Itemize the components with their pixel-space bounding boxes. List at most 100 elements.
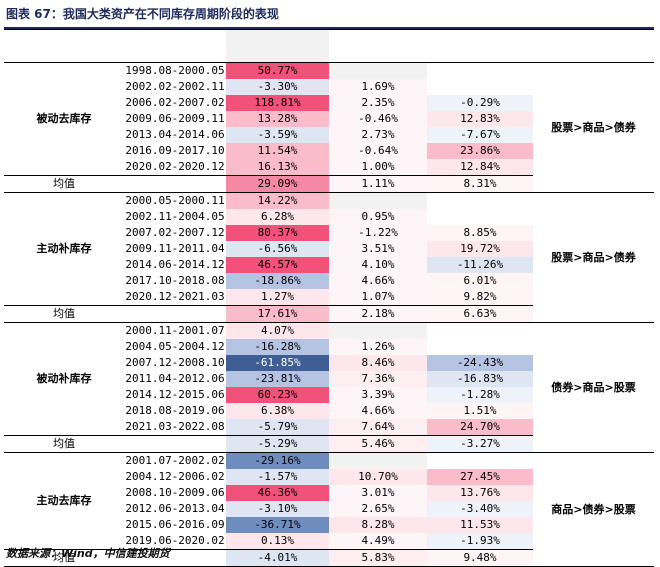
- period-cell: 2020.02-2020.12: [125, 160, 225, 173]
- period-cell: 2011.04-2012.06: [125, 372, 225, 385]
- stock-return-cell: 0.13%: [226, 533, 329, 550]
- table-row: 2012.06-2013.04 -3.10% 2.65% -3.40%: [4, 501, 654, 517]
- table-row: 2004.12-2006.02 -1.57% 10.70% 27.45%: [4, 469, 654, 485]
- asset-ranking-label: 股票>商品>债券: [533, 62, 654, 193]
- stock-average-cell: 17.61%: [226, 305, 329, 323]
- period-cell: 2016.09-2017.10: [125, 144, 225, 157]
- period-cell: 2007.12-2008.10: [125, 356, 225, 369]
- table-row: 2016.09-2017.10 11.54% -0.64% 23.86%: [4, 143, 654, 159]
- header-commodity: [427, 29, 533, 46]
- stock-return-cell: 4.07%: [226, 322, 329, 339]
- table-row: 2011.04-2012.06 -23.81% 7.36% -16.83%: [4, 371, 654, 387]
- average-label: 均值: [4, 175, 124, 193]
- asset-ranking-label: 债券>商品>股票: [533, 322, 654, 453]
- stock-return-cell: 11.54%: [226, 143, 329, 159]
- stock-return-cell: 1.27%: [226, 289, 329, 306]
- period-cell: 2004.05-2004.12: [125, 340, 225, 353]
- header-year: [124, 46, 226, 63]
- bond-return-cell: [329, 322, 427, 339]
- bond-return-cell: 8.28%: [329, 517, 427, 533]
- table-row: 2021.03-2022.08 -5.79% 7.64% 24.70%: [4, 419, 654, 436]
- average-label: 均值: [4, 435, 124, 453]
- commodity-return-cell: 12.83%: [427, 111, 533, 127]
- table-row: 2007.02-2007.12 80.37% -1.22% 8.85%: [4, 225, 654, 241]
- title-divider: [4, 27, 654, 29]
- bond-return-cell: 0.95%: [329, 209, 427, 225]
- period-cell: 2019.06-2020.02: [125, 534, 225, 547]
- period-cell: 2018.08-2019.06: [125, 404, 225, 417]
- period-cell: 2001.07-2002.02: [125, 454, 225, 467]
- header-sse-index: [226, 46, 329, 63]
- average-period-cell: [124, 175, 226, 193]
- period-cell: 2007.02-2007.12: [125, 226, 225, 239]
- bond-return-cell: 4.49%: [329, 533, 427, 550]
- stock-return-cell: 13.28%: [226, 111, 329, 127]
- table-row: 2019.06-2020.02 0.13% 4.49% -1.93%: [4, 533, 654, 550]
- period-cell: 2009.11-2011.04: [125, 242, 225, 255]
- table-row: 主动补库存 2000.05-2000.11 14.22% 股票>商品>债券: [4, 192, 654, 323]
- header-stock: [226, 29, 329, 46]
- commodity-return-cell: -0.29%: [427, 95, 533, 111]
- table-row: 主动去库存 2001.07-2002.02 -29.16% 商品>债券>股票: [4, 452, 654, 567]
- stock-average-cell: -5.29%: [226, 435, 329, 453]
- header-stage: [4, 46, 124, 63]
- bond-return-cell: 7.36%: [329, 371, 427, 387]
- asset-ranking-label: 商品>债券>股票: [533, 452, 654, 567]
- header-chinabond-index: [329, 46, 427, 63]
- cycle-stage-label: 被动去库存: [36, 112, 92, 125]
- bond-return-cell: 1.00%: [329, 159, 427, 176]
- bond-average-cell: 2.18%: [329, 305, 427, 323]
- bond-return-cell: -0.46%: [329, 111, 427, 127]
- table-row: 2006.02-2007.02 118.81% 2.35% -0.29%: [4, 95, 654, 111]
- table-row: 2014.06-2014.12 46.57% 4.10% -11.26%: [4, 257, 654, 273]
- stock-return-cell: -61.85%: [226, 355, 329, 371]
- stock-average-cell: 29.09%: [226, 175, 329, 193]
- commodity-return-cell: [427, 339, 533, 355]
- asset-performance-table: 被动去库存 1998.08-2000.05 50.77% 股票>商品>债券 2002.0…: [4, 29, 654, 567]
- commodity-return-cell: [427, 209, 533, 225]
- table-row: 2020.02-2020.12 16.13% 1.00% 12.84%: [4, 159, 654, 176]
- stock-return-cell: 80.37%: [226, 225, 329, 241]
- bond-return-cell: 3.51%: [329, 241, 427, 257]
- header-return: [124, 29, 226, 46]
- bond-return-cell: 2.35%: [329, 95, 427, 111]
- period-cell: 2014.06-2014.12: [125, 258, 225, 271]
- bond-average-cell: 5.46%: [329, 435, 427, 453]
- table-row: 2018.08-2019.06 6.38% 4.66% 1.51%: [4, 403, 654, 419]
- bond-return-cell: 2.65%: [329, 501, 427, 517]
- stock-return-cell: -36.71%: [226, 517, 329, 533]
- table-row: 2015.06-2016.09 -36.71% 8.28% 11.53%: [4, 517, 654, 533]
- table-row: 2007.12-2008.10 -61.85% 8.46% -24.43%: [4, 355, 654, 371]
- bond-return-cell: -0.64%: [329, 143, 427, 159]
- bond-average-cell: 1.11%: [329, 175, 427, 193]
- stock-return-cell: 6.28%: [226, 209, 329, 225]
- average-row: 均值 17.61% 2.18% 6.63%: [4, 305, 654, 323]
- header-performance: [533, 29, 654, 63]
- bond-return-cell: 10.70%: [329, 469, 427, 485]
- commodity-return-cell: 12.84%: [427, 159, 533, 176]
- bond-return-cell: 2.73%: [329, 127, 427, 143]
- commodity-return-cell: [427, 193, 533, 210]
- cycle-stage-label: 主动补库存: [36, 242, 92, 255]
- stock-average-cell: -4.01%: [226, 549, 329, 567]
- stock-return-cell: -18.86%: [226, 273, 329, 289]
- period-cell: 2009.06-2009.11: [125, 112, 225, 125]
- period-cell: 2002.02-2002.11: [125, 80, 225, 93]
- table-row: 被动去库存 1998.08-2000.05 50.77% 股票>商品>债券: [4, 62, 654, 193]
- period-cell: 1998.08-2000.05: [125, 64, 225, 77]
- bond-return-cell: 4.10%: [329, 257, 427, 273]
- commodity-return-cell: [427, 323, 533, 340]
- stock-return-cell: -1.57%: [226, 469, 329, 485]
- bond-return-cell: [329, 452, 427, 469]
- period-cell: 2012.06-2013.04: [125, 502, 225, 515]
- commodity-return-cell: -1.93%: [427, 533, 533, 550]
- commodity-return-cell: 11.53%: [427, 517, 533, 533]
- cycle-stage-label: 被动补库存: [36, 372, 92, 385]
- commodity-return-cell: -3.40%: [427, 501, 533, 517]
- period-cell: 2020.12-2021.03: [125, 290, 225, 303]
- bond-return-cell: [329, 192, 427, 209]
- bond-return-cell: -1.22%: [329, 225, 427, 241]
- average-row: 均值 -5.29% 5.46% -3.27%: [4, 435, 654, 453]
- bond-average-cell: 5.83%: [329, 549, 427, 567]
- average-row: 均值 29.09% 1.11% 8.31%: [4, 175, 654, 193]
